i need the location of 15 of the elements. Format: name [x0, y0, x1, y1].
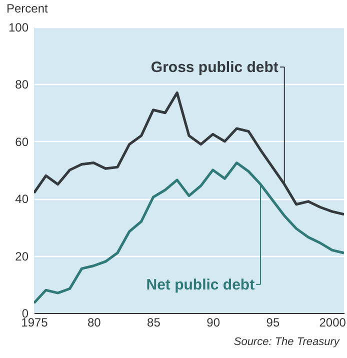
legend-label: Gross public debt — [150, 59, 278, 76]
y-axis-title: Percent — [6, 2, 49, 16]
y-tick-label: 40 — [15, 192, 29, 206]
y-tick-label: 60 — [15, 134, 29, 149]
y-tick-label: 20 — [15, 249, 29, 264]
source-note: Source: The Treasury — [234, 336, 341, 348]
x-tick-label: 2000 — [319, 316, 346, 330]
y-tick-label: 80 — [15, 78, 29, 92]
x-tick-label: 85 — [147, 316, 161, 330]
y-tick-label: 100 — [8, 20, 29, 34]
x-tick-label: 95 — [266, 316, 280, 330]
legend-label: Net public debt — [146, 276, 255, 294]
x-tick-label: 80 — [87, 316, 102, 330]
x-tick-label: 90 — [206, 316, 220, 330]
line-series — [34, 162, 344, 304]
